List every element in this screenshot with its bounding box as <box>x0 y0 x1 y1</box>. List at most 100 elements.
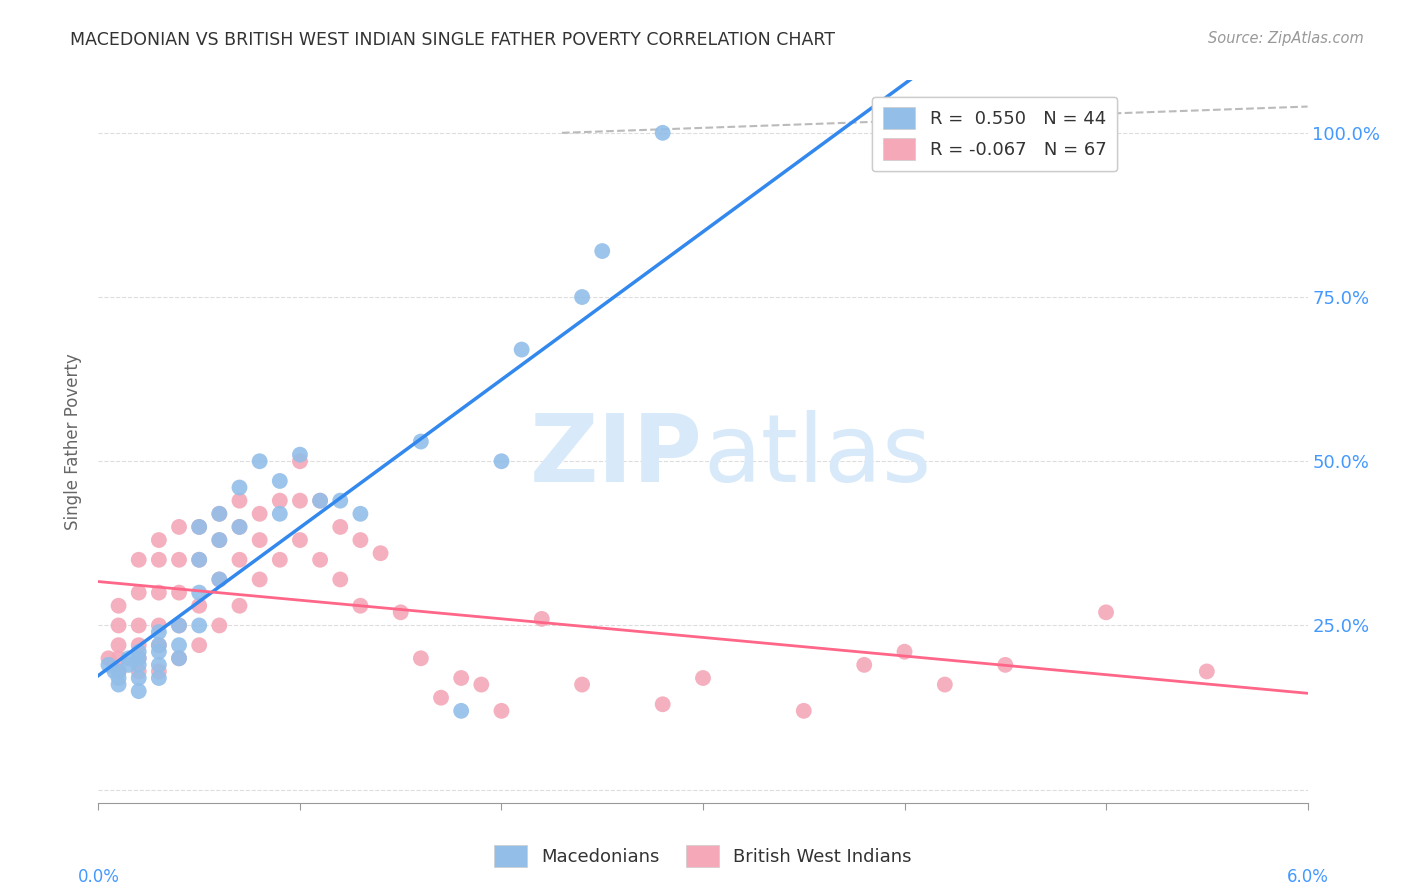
Point <box>208 573 231 587</box>
Legend: R =  0.550   N = 44, R = -0.067   N = 67: R = 0.550 N = 44, R = -0.067 N = 67 <box>872 96 1118 171</box>
Point <box>97 657 120 672</box>
Point <box>530 612 553 626</box>
Point <box>148 671 170 685</box>
Point <box>994 657 1017 672</box>
Point <box>167 618 190 632</box>
Point <box>269 507 291 521</box>
Point <box>148 638 170 652</box>
Point <box>269 553 291 567</box>
Point <box>208 507 231 521</box>
Point <box>651 126 673 140</box>
Point <box>208 618 231 632</box>
Point <box>228 481 250 495</box>
Point <box>692 671 714 685</box>
Point <box>249 454 271 468</box>
Point <box>148 585 170 599</box>
Point <box>249 573 271 587</box>
Y-axis label: Single Father Poverty: Single Father Poverty <box>65 353 83 530</box>
Point <box>128 651 150 665</box>
Point <box>349 533 371 547</box>
Point <box>167 553 190 567</box>
Point <box>128 684 150 698</box>
Point <box>128 665 150 679</box>
Point <box>128 585 150 599</box>
Point <box>128 553 150 567</box>
Point <box>167 638 190 652</box>
Point <box>97 651 120 665</box>
Point <box>208 533 231 547</box>
Point <box>470 677 492 691</box>
Point <box>167 651 190 665</box>
Point <box>128 638 150 652</box>
Point <box>409 434 432 449</box>
Point <box>1095 605 1118 619</box>
Point <box>450 671 472 685</box>
Point <box>228 553 250 567</box>
Point <box>148 533 170 547</box>
Point <box>118 657 141 672</box>
Point <box>148 657 170 672</box>
Point <box>148 665 170 679</box>
Point <box>249 507 271 521</box>
Point <box>228 493 250 508</box>
Point <box>370 546 392 560</box>
Point <box>148 553 170 567</box>
Point <box>188 553 211 567</box>
Point <box>188 553 211 567</box>
Point <box>128 618 150 632</box>
Point <box>309 493 332 508</box>
Point <box>107 677 129 691</box>
Legend: Macedonians, British West Indians: Macedonians, British West Indians <box>486 838 920 874</box>
Point <box>934 677 956 691</box>
Point <box>793 704 815 718</box>
Point <box>188 520 211 534</box>
Point <box>491 704 513 718</box>
Point <box>309 493 332 508</box>
Point <box>329 520 352 534</box>
Point <box>103 665 125 679</box>
Point <box>349 507 371 521</box>
Point <box>188 599 211 613</box>
Point <box>188 638 211 652</box>
Point <box>188 618 211 632</box>
Text: Source: ZipAtlas.com: Source: ZipAtlas.com <box>1208 31 1364 46</box>
Point <box>167 520 190 534</box>
Text: MACEDONIAN VS BRITISH WEST INDIAN SINGLE FATHER POVERTY CORRELATION CHART: MACEDONIAN VS BRITISH WEST INDIAN SINGLE… <box>70 31 835 49</box>
Point <box>591 244 613 258</box>
Point <box>167 651 190 665</box>
Point <box>510 343 533 357</box>
Text: 0.0%: 0.0% <box>77 868 120 886</box>
Point <box>893 645 915 659</box>
Point <box>288 448 311 462</box>
Point <box>288 493 311 508</box>
Point <box>107 671 129 685</box>
Point <box>107 599 129 613</box>
Point <box>288 533 311 547</box>
Point <box>107 665 129 679</box>
Point <box>450 704 472 718</box>
Text: ZIP: ZIP <box>530 410 703 502</box>
Point <box>571 290 593 304</box>
Point <box>329 573 352 587</box>
Point <box>571 677 593 691</box>
Point <box>208 533 231 547</box>
Point <box>249 533 271 547</box>
Point <box>167 585 190 599</box>
Point <box>349 599 371 613</box>
Point <box>208 507 231 521</box>
Point <box>288 454 311 468</box>
Point <box>148 625 170 640</box>
Point <box>148 638 170 652</box>
Point <box>893 126 915 140</box>
Point <box>118 651 141 665</box>
Point <box>148 618 170 632</box>
Point <box>128 651 150 665</box>
Point <box>228 520 250 534</box>
Point <box>107 638 129 652</box>
Point <box>128 671 150 685</box>
Point <box>208 573 231 587</box>
Text: atlas: atlas <box>703 410 931 502</box>
Point <box>853 657 876 672</box>
Text: 6.0%: 6.0% <box>1286 868 1329 886</box>
Point <box>107 618 129 632</box>
